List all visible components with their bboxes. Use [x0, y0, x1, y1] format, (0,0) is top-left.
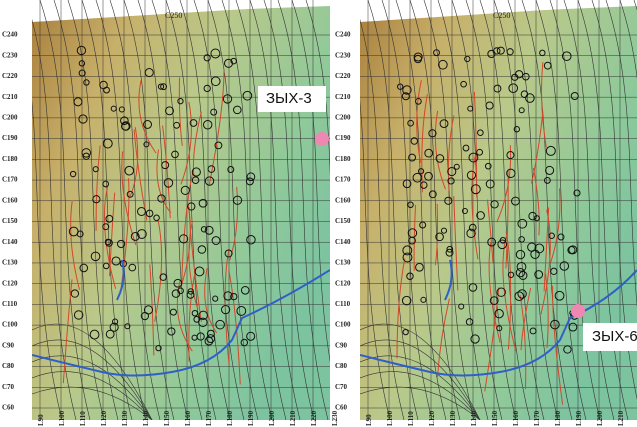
row-label: C200	[335, 113, 351, 121]
col-label: L110	[407, 411, 415, 426]
col-label: L130	[121, 410, 129, 426]
row-label: C90	[2, 341, 15, 349]
row-label: C180	[2, 155, 18, 163]
row-label: C100	[335, 321, 351, 329]
col-label: L170	[205, 410, 213, 426]
map-background	[360, 4, 637, 420]
col-label: L120	[428, 410, 436, 426]
location-marker	[315, 132, 329, 146]
row-label: C110	[335, 300, 351, 308]
col-label: L140	[470, 410, 478, 426]
col-label: L100	[386, 410, 394, 426]
row-label: C90	[335, 341, 348, 349]
row-label: C80	[2, 362, 15, 370]
row-label: C120	[335, 279, 351, 287]
row-label: C210	[2, 93, 18, 101]
col-label: L120	[100, 410, 108, 426]
col-label: L130	[449, 410, 457, 426]
map-panel: C250 C240 C230 C220 C210 C200 C190 C180 C170 C160…	[335, 0, 637, 426]
row-label: C170	[2, 176, 18, 184]
row-label: C190	[335, 134, 351, 142]
col-label: L110	[79, 411, 87, 426]
col-label: L190	[575, 410, 583, 426]
col-label: L200	[596, 410, 604, 426]
col-label: L90	[365, 414, 373, 426]
row-label: C230	[2, 51, 18, 59]
row-label: C80	[335, 362, 348, 370]
row-label: C70	[335, 383, 348, 391]
location-marker	[571, 304, 585, 318]
row-label: C60	[2, 404, 15, 412]
col-label: L150	[163, 410, 171, 426]
col-label: L200	[268, 410, 276, 426]
col-label: L210	[289, 410, 297, 426]
row-label: C60	[335, 404, 348, 412]
top-label: C250	[493, 11, 510, 20]
col-label: L220	[310, 410, 318, 426]
map-body	[340, 0, 637, 420]
row-label: C120	[2, 279, 18, 287]
row-label: C190	[2, 134, 18, 142]
row-label: C220	[2, 72, 18, 80]
row-label: C140	[2, 238, 18, 246]
row-label: C130	[2, 259, 18, 267]
top-label: C250	[165, 11, 182, 20]
row-label: C230	[335, 51, 351, 59]
row-label: C240	[2, 31, 18, 39]
row-label: C160	[2, 196, 18, 204]
row-label: C210	[335, 93, 351, 101]
col-label: L140	[142, 410, 150, 426]
map-screenshot: C250 C240 C230 C220 C210 C200 C190 C180 C170 C160…	[0, 0, 637, 427]
col-label: L90	[37, 414, 45, 426]
row-label: C150	[2, 217, 18, 225]
col-label: L150	[491, 410, 499, 426]
row-label: C150	[335, 217, 351, 225]
callout-label: ЗЫХ-3	[266, 90, 312, 107]
col-label: L230	[331, 410, 339, 426]
col-label: L160	[184, 410, 192, 426]
col-label: L190	[247, 410, 255, 426]
col-label: L210	[617, 410, 625, 426]
row-label: C170	[335, 176, 351, 184]
row-label: C200	[2, 113, 18, 121]
row-label: C110	[2, 300, 18, 308]
row-label: C160	[335, 196, 351, 204]
col-label: L180	[554, 410, 562, 426]
row-label: C220	[335, 72, 351, 80]
callout-label: ЗЫХ-6	[592, 328, 637, 345]
row-label: C140	[335, 238, 351, 246]
map-panel: C250 C240 C230 C220 C210 C200 C190 C180 C170 C160…	[2, 0, 356, 426]
row-label: C180	[335, 155, 351, 163]
row-label: C70	[2, 383, 15, 391]
row-label: C100	[2, 321, 18, 329]
row-label: C240	[335, 31, 351, 39]
col-label: L170	[533, 410, 541, 426]
map-body	[12, 0, 356, 420]
col-label: L180	[226, 410, 234, 426]
col-label: L100	[58, 410, 66, 426]
callout: ЗЫХ-6	[583, 323, 637, 351]
row-label: C130	[335, 259, 351, 267]
col-label: L160	[512, 410, 520, 426]
